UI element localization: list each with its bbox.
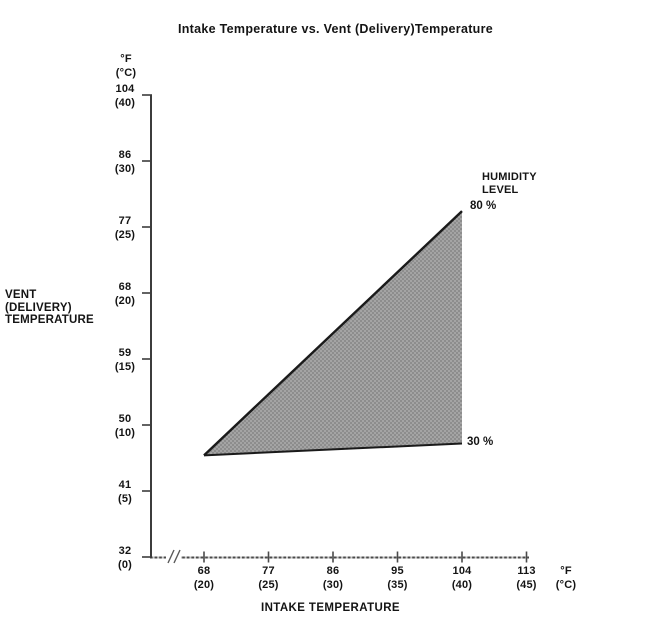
axis-break-icon (167, 549, 175, 564)
line-80pct (203, 210, 463, 457)
y-tick-label: 41 (5) (117, 479, 133, 505)
y-axis-unit-f: °F (120, 53, 132, 65)
y-axis-unit: °F (°C) (95, 52, 157, 80)
x-tick-label: 77 (25) (258, 565, 279, 591)
axis-break-icon (173, 549, 181, 564)
legend-title-line2: LEVEL (482, 184, 519, 196)
y-axis-unit-c: (°C) (115, 67, 137, 79)
y-tick-label: 32 (0) (117, 545, 133, 571)
x-axis-title: INTAKE TEMPERATURE (260, 602, 401, 614)
y-tick-label: 59 (15) (114, 347, 136, 373)
series-label-30pct: 30 % (467, 436, 494, 448)
y-axis-title-line1: VENT (5, 289, 37, 301)
y-tick-label: 104 (40) (114, 83, 136, 109)
x-axis-unit-f: °F (560, 565, 572, 577)
chart-title: Intake Temperature vs. Vent (Delivery)Te… (177, 22, 494, 36)
y-axis-title-line2: (DELIVERY) (5, 301, 72, 314)
x-axis-unit-c: (°C) (555, 578, 577, 591)
series-label-80pct: 80 % (470, 200, 497, 212)
y-tick-label: 77 (25) (114, 215, 136, 241)
x-axis-unit: °F (°C) (534, 565, 598, 592)
axis-break-mask (166, 549, 181, 565)
y-axis-title-line3: TEMPERATURE (5, 314, 94, 326)
x-tick-label: 86 (30) (322, 565, 344, 591)
x-tick-label: 113 (45) (516, 565, 537, 591)
y-tick-label: 50 (10) (114, 413, 136, 439)
legend-title: HUMIDITY LEVEL (482, 171, 537, 197)
y-tick-label: 86 (30) (114, 149, 136, 175)
y-tick-label: 68 (20) (114, 281, 136, 307)
line-30pct (203, 442, 463, 457)
x-tick-label: 95 (35) (387, 565, 408, 591)
x-tick-label: 104 (40) (451, 565, 473, 591)
x-tick-label: 68 (20) (193, 565, 215, 591)
legend-title-line1: HUMIDITY (482, 171, 537, 183)
y-axis-title: VENT (DELIVERY) TEMPERATURE (5, 289, 94, 327)
